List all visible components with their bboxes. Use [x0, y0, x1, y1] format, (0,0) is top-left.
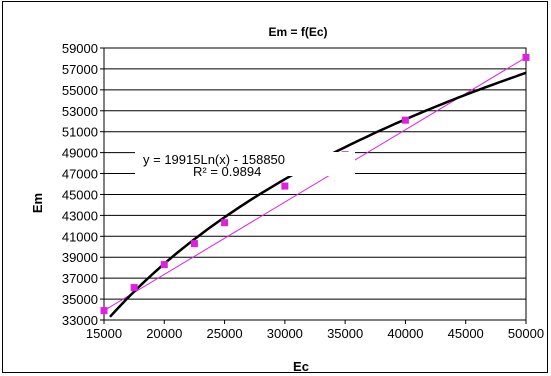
- x-tick-label: 45000: [448, 326, 484, 341]
- gridlines: [100, 47, 527, 324]
- data-point: [401, 116, 409, 124]
- x-axis-title: Ec: [293, 359, 309, 374]
- x-tick-label: 40000: [387, 326, 423, 341]
- y-tick-label: 33000: [62, 313, 98, 328]
- plot-area-border: [103, 47, 527, 321]
- y-tick-label: 53000: [62, 104, 98, 119]
- chart-title: Em = f(Ec): [268, 25, 327, 39]
- x-tick-label: 25000: [206, 326, 242, 341]
- y-tick-label: 35000: [62, 292, 98, 307]
- x-tick-label: 20000: [146, 326, 182, 341]
- y-tick-label: 49000: [62, 146, 98, 161]
- equation-label-background: [135, 152, 355, 176]
- y-tick-label: 45000: [62, 187, 98, 202]
- y-tick-label: 37000: [62, 271, 98, 286]
- data-point: [160, 261, 168, 269]
- data-point: [522, 53, 530, 61]
- y-tick-label: 41000: [62, 229, 98, 244]
- trendline-r-squared: R² = 0.9894: [193, 164, 261, 179]
- x-tick-label: 15000: [86, 326, 122, 341]
- data-point: [281, 182, 289, 190]
- y-axis-title: Em: [30, 193, 45, 213]
- x-tick-label: 50000: [508, 326, 544, 341]
- x-axis-tick-labels: 15000 20000 25000 30000 35000 40000 45000 50000: [86, 326, 544, 341]
- y-tick-label: 47000: [62, 167, 98, 182]
- y-tick-label: 43000: [62, 208, 98, 223]
- y-tick-label: 59000: [62, 41, 98, 56]
- data-point: [221, 219, 229, 227]
- y-tick-label: 51000: [62, 125, 98, 140]
- trendline-equation: y = 19915Ln(x) - 158850: [143, 152, 285, 167]
- data-point: [100, 307, 108, 315]
- y-axis-tick-labels: 33000 35000 37000 39000 41000 43000 45000 47000…: [62, 41, 98, 328]
- x-tick-label: 30000: [267, 326, 303, 341]
- data-series: [100, 53, 530, 318]
- data-point: [130, 284, 138, 292]
- y-tick-label: 39000: [62, 250, 98, 265]
- data-point: [190, 240, 198, 248]
- y-tick-label: 55000: [62, 83, 98, 98]
- y-tick-label: 57000: [62, 62, 98, 77]
- x-tick-label: 35000: [327, 326, 363, 341]
